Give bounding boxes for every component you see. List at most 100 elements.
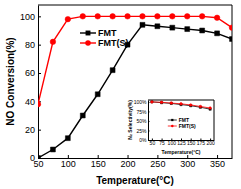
point (160, 102, 162, 104)
point (170, 102, 172, 104)
y-tick-label: 25% (136, 128, 147, 134)
x-tick-label: 100 (61, 159, 76, 169)
series-line (152, 102, 210, 109)
x-tick: 300 (180, 155, 195, 169)
point (185, 27, 190, 32)
point (230, 37, 232, 42)
point (200, 28, 205, 33)
y-tick: 60 (25, 68, 41, 78)
y-tick: 100% (134, 99, 150, 105)
point (80, 113, 85, 118)
point (110, 14, 116, 20)
point (180, 103, 183, 106)
x-tick: 250 (150, 155, 165, 169)
point (214, 15, 220, 21)
point (110, 68, 115, 73)
plot-area (151, 101, 212, 111)
legend-label: FMT(S) (98, 38, 129, 48)
point (209, 107, 212, 110)
y-tick: 20 (25, 125, 41, 135)
point (50, 39, 56, 45)
axis-line (38, 6, 39, 159)
x-axis-title: Temperature(°C) (96, 175, 174, 186)
x-tick-label: 100 (168, 140, 177, 146)
x-tick: 350 (210, 155, 225, 169)
point (95, 14, 101, 20)
point (38, 101, 41, 107)
y-tick-label: 20 (25, 125, 35, 135)
y-axis-title: NO Conversion(%) (5, 37, 16, 125)
legend-marker (85, 40, 91, 46)
x-tick: 150 (187, 139, 196, 147)
point (170, 14, 176, 20)
x-tick-label: 75 (159, 140, 165, 146)
y-tick-label: 100 (20, 12, 35, 22)
legend-marker (171, 119, 173, 121)
x-tick: 100 (168, 139, 177, 147)
y-tick: 0% (139, 137, 149, 143)
legend-label: FMT(S) (179, 123, 196, 129)
legend-marker (171, 125, 174, 128)
inset-background (148, 100, 214, 140)
y-tick-mark (148, 111, 150, 112)
y-tick: 100 (20, 12, 41, 22)
legend-line (168, 120, 177, 121)
x-tick-label: 250 (150, 159, 165, 169)
x-tick-mark (157, 155, 158, 158)
legend-entry: FMT(S) (80, 38, 129, 48)
point (140, 14, 146, 20)
x-tick-label: 150 (91, 159, 106, 169)
x-tick-label: 150 (187, 140, 196, 146)
y-tick-mark (38, 73, 41, 74)
x-axis: 5075100125150175200 (149, 139, 216, 147)
legend: FMTFMT(S) (168, 117, 196, 129)
plot-area (38, 14, 232, 158)
x-tick: 200 (121, 155, 136, 169)
plot-frame (148, 100, 214, 140)
x-tick: 175 (197, 139, 206, 147)
y-tick-mark (148, 102, 150, 103)
x-tick-label: 300 (180, 159, 195, 169)
y-tick-label: 0% (139, 137, 147, 143)
x-tick-label: 200 (121, 159, 136, 169)
main-chart: 50100150200250300350020406080100FMTFMT(S… (5, 5, 235, 186)
y-tick: 40 (25, 97, 41, 107)
legend-line (168, 126, 177, 127)
point (199, 14, 205, 20)
y-tick-mark (38, 130, 41, 131)
y-axis-title: N₂ Selectivity(%) (127, 100, 133, 140)
x-tick-label: 350 (210, 159, 225, 169)
point (65, 16, 71, 22)
point (38, 156, 40, 158)
point (151, 101, 153, 103)
series-line (38, 25, 232, 158)
point (229, 25, 232, 31)
x-tick: 150 (91, 155, 106, 169)
point (190, 105, 192, 107)
point (160, 101, 163, 104)
x-tick: 100 (61, 155, 76, 169)
inset-chart: 50751001251501752000%25%50%75%100%FMTFMT… (127, 99, 215, 155)
point (50, 147, 55, 152)
x-tick-label: 125 (177, 140, 186, 146)
point (155, 14, 161, 20)
y-tick-mark (148, 140, 150, 141)
x-tick-mark (98, 155, 99, 158)
y-tick-mark (38, 16, 41, 17)
point (189, 104, 192, 107)
point (140, 22, 145, 27)
x-tick-label: 175 (197, 140, 206, 146)
point (125, 14, 131, 20)
y-tick-label: 0 (30, 153, 35, 163)
y-tick-label: 60 (25, 68, 35, 78)
point (199, 106, 201, 108)
y-tick-mark (148, 130, 150, 131)
point (184, 14, 190, 20)
y-tick-mark (148, 121, 150, 122)
y-tick-label: 40 (25, 97, 35, 107)
point (80, 14, 86, 20)
x-tick: 50 (150, 139, 156, 147)
x-axis-title: Temperature(°C) (162, 149, 201, 155)
legend-marker (86, 31, 91, 36)
y-tick: 75% (136, 109, 149, 115)
